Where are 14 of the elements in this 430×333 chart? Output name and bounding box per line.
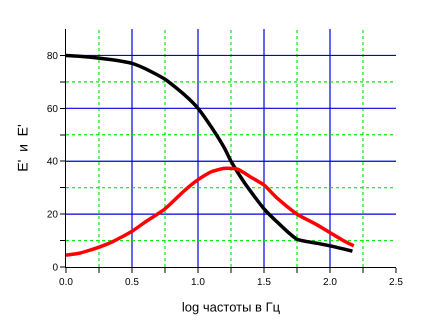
line-series: [66, 166, 356, 257]
x-tick-label: 2.5: [389, 277, 404, 288]
y-axis-title: E' и E': [14, 124, 30, 172]
y-tick-label: 0: [52, 262, 58, 274]
y-tick-label: 40: [46, 156, 58, 168]
y-tick-label: 80: [46, 50, 58, 62]
y-tick-label: 60: [46, 104, 58, 115]
x-tick-label: 0.0: [59, 277, 74, 288]
x-tick-label: 2.0: [323, 277, 338, 288]
x-tick-label: 1.0: [191, 277, 206, 288]
x-tick-label: 1.5: [257, 277, 272, 288]
x-tick-label: 0.5: [125, 277, 140, 288]
y-tick-label: 20: [46, 210, 58, 221]
x-axis-title: log частоты в Гц: [182, 300, 281, 315]
